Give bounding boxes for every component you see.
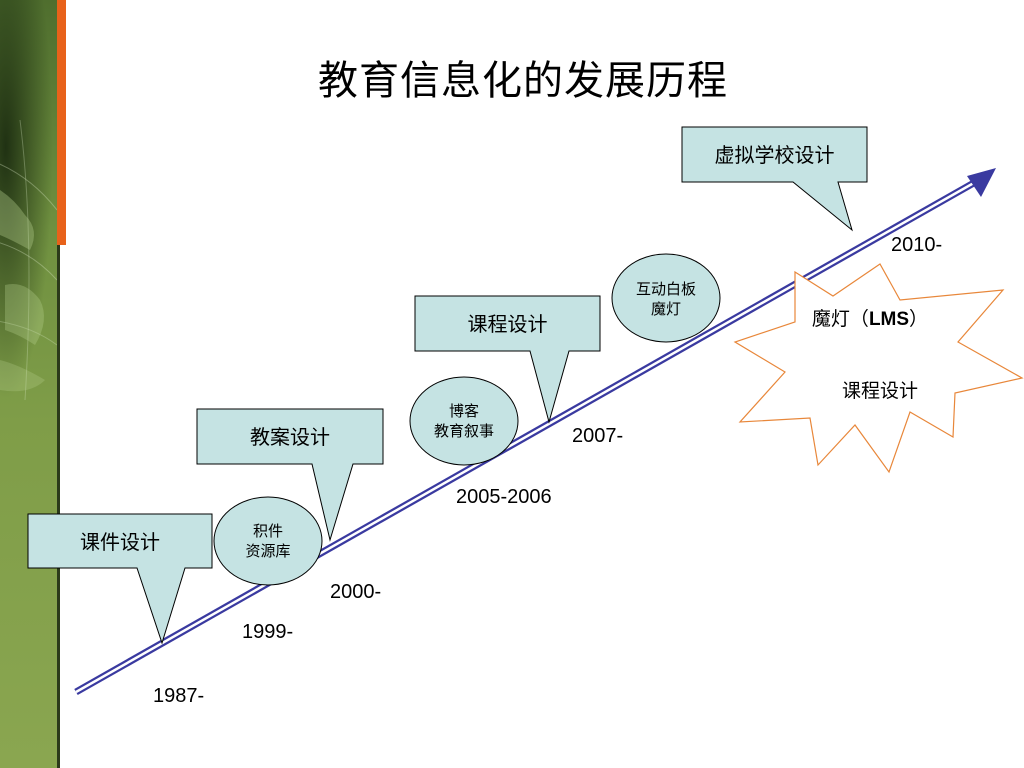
callout-course-design bbox=[414, 295, 601, 424]
ellipse-label-whiteboard: 互动白板 魔灯 bbox=[616, 279, 716, 319]
ellipse-line: 魔灯 bbox=[650, 300, 681, 318]
starburst-lms: LMS bbox=[868, 309, 910, 330]
side-decoration-panel bbox=[0, 0, 57, 768]
starburst-suffix: ） bbox=[909, 308, 929, 330]
year-label-2010: 2010- bbox=[891, 234, 943, 256]
starburst-line-moodle: 魔灯（LMS） bbox=[780, 304, 960, 331]
callout-courseware bbox=[27, 513, 213, 645]
callout-lesson-plan bbox=[196, 408, 384, 542]
ellipse-line: 资源库 bbox=[245, 542, 291, 560]
ellipse-label-resource-bank: 积件 资源库 bbox=[218, 521, 318, 561]
ellipse-resource-bank bbox=[213, 496, 323, 586]
year-label-2000: 2000- bbox=[330, 581, 382, 603]
callout-label-virtual-school: 虚拟学校设计 bbox=[714, 143, 835, 167]
ellipse-blog bbox=[409, 376, 519, 466]
globe-shadow bbox=[0, 0, 57, 420]
starburst-line-course-design: 课程设计 bbox=[841, 380, 918, 402]
starburst-shape bbox=[733, 263, 1024, 474]
callout-virtual-school bbox=[681, 126, 868, 232]
year-label-2007: 2007- bbox=[572, 425, 624, 447]
timeline-arrow bbox=[74, 168, 996, 696]
ellipse-line: 互动白板 bbox=[635, 280, 696, 298]
year-label-1987: 1987- bbox=[153, 685, 205, 707]
year-label-2005-2006: 2005-2006 bbox=[456, 486, 552, 508]
callout-label-course-design: 课程设计 bbox=[467, 312, 548, 336]
ellipse-line: 博客 bbox=[448, 402, 479, 420]
callout-label-lesson-plan: 教案设计 bbox=[250, 425, 330, 449]
vertical-rule bbox=[57, 245, 60, 768]
ellipse-whiteboard bbox=[611, 253, 721, 343]
ellipse-line: 积件 bbox=[252, 522, 283, 540]
callout-label-courseware: 课件设计 bbox=[80, 530, 160, 554]
page-title: 教育信息化的发展历程 bbox=[318, 58, 728, 104]
accent-bar bbox=[57, 0, 66, 245]
year-label-1999: 1999- bbox=[242, 621, 294, 643]
globe-icon bbox=[0, 119, 57, 401]
ellipse-line: 教育叙事 bbox=[433, 422, 494, 440]
arrowhead-icon bbox=[967, 168, 996, 197]
starburst-prefix: 魔灯（ bbox=[811, 308, 869, 330]
ellipse-label-blog: 博客 教育叙事 bbox=[414, 401, 514, 441]
